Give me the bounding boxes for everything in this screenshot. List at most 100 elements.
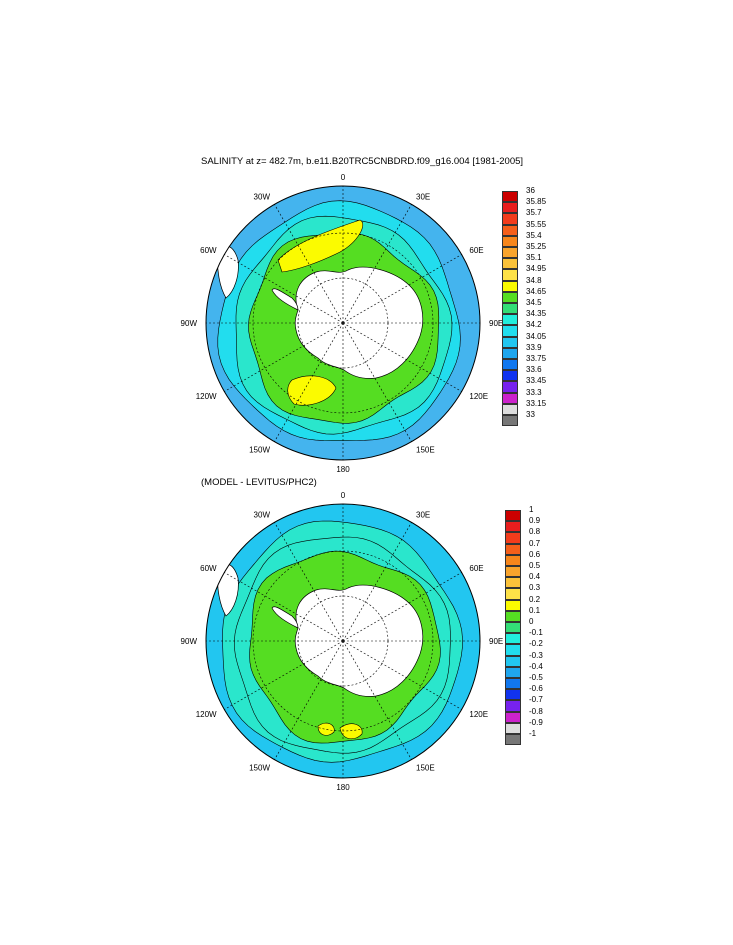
colorbar-swatch [502,347,518,359]
longitude-label: 60W [200,246,217,255]
difference-patch [339,723,363,740]
colorbar-label: 33.6 [526,365,542,375]
longitude-label: 90W [181,637,198,646]
colorbar-label: 33.45 [526,376,547,386]
colorbar-label: -0.7 [529,695,543,705]
colorbar-swatch [505,666,521,678]
antarctic-peninsula [271,606,299,629]
colorbar-label: 1 [529,505,534,514]
colorbar-swatch [502,224,518,236]
colorbar-swatch [505,566,521,578]
colorbar-label: 34.35 [526,309,547,319]
colorbar-label: -0.5 [529,673,543,682]
colorbar-swatch [502,235,518,247]
colorbar-label: 0.3 [529,583,541,593]
map-title-difference: (MODEL - LEVITUS/PHC2) [201,477,317,488]
colorbar-label: 36 [526,186,535,195]
colorbar-label: 34.8 [526,275,542,285]
colorbar-label: 34.95 [526,264,547,274]
longitude-label: 150E [416,445,435,454]
colorbar-swatch [502,202,518,214]
colorbar-swatch [505,700,521,712]
colorbar-swatch [502,336,518,348]
map-title-salinity: SALINITY at z= 482.7m, b.e11.B20TRC5CNBD… [201,156,524,167]
longitude-label: 120W [196,710,217,719]
colorbar-swatch [505,610,521,622]
colorbar-swatch [502,191,518,203]
colorbar-label: 33.15 [526,398,547,408]
colorbar-label: 0.6 [529,549,541,559]
colorbar-swatch [502,258,518,270]
polar-map-difference: 0 30E 60E 90E 120E 150E 180 150W 120W 90W 60W 30W [181,491,504,792]
colorbar-swatch [502,381,518,393]
colorbar-swatch [505,622,521,634]
colorbar-label: 35.1 [526,253,542,263]
longitude-label: 90E [489,637,503,646]
colorbar-label: 0.5 [529,561,541,570]
colorbar-label: 0.7 [529,538,541,548]
longitude-label: 150W [249,445,270,454]
longitude-label: 0 [341,173,346,182]
colorbar-label: -0.9 [529,717,543,727]
colorbar-label: 35.85 [526,197,547,207]
longitude-label: 120W [196,392,217,401]
longitude-label: 150E [416,763,435,772]
colorbar-swatch [502,247,518,259]
longitude-label: 30W [254,511,271,520]
colorbar-swatch [505,711,521,723]
longitude-label: 90W [181,319,198,328]
colorbar-swatch [505,644,521,656]
colorbar-label: -0.4 [529,661,543,671]
colorbar-swatch [505,521,521,533]
colorbar-swatch [505,577,521,589]
colorbar-label: 34.5 [526,298,542,307]
colorbar-label: -0.1 [529,628,543,638]
colorbar-label: 34.65 [526,286,547,296]
colorbar-swatch [505,655,521,667]
longitude-label: 120E [469,710,488,719]
longitude-label: 60E [469,246,483,255]
polar-map-salinity: 0 30E 60E 90E 120E 150E 180 150W 120W 90W 60W 30W [181,173,504,474]
colorbar-label: -0.3 [529,650,543,660]
colorbar-swatch [502,291,518,303]
longitude-label: 0 [341,491,346,500]
longitude-label: 30E [416,193,430,202]
colorbar-swatch [505,543,521,555]
colorbar-swatch [502,415,518,427]
colorbar-label: 0.1 [529,605,541,615]
colorbar-swatch [505,554,521,566]
colorbar-label: 35.7 [526,208,542,218]
colorbar-label: 33.75 [526,354,547,363]
difference-patch [317,722,335,736]
colorbar-swatch [502,269,518,281]
map-border [205,185,481,461]
colorbar-swatch [505,678,521,690]
colorbar-label: 35.55 [526,219,547,229]
colorbar-swatch [502,370,518,382]
longitude-label: 150W [249,763,270,772]
colorbar-label: 0.4 [529,572,541,582]
map-border [205,503,481,779]
colorbar-label: 0.9 [529,516,541,526]
colorbar-label: -0.2 [529,639,543,649]
colorbar-label: 33 [526,410,535,419]
colorbar-label: 0 [529,617,534,626]
new-zealand-landmass [431,434,453,448]
colorbar-swatch [502,314,518,326]
salinity-patch [287,375,337,406]
new-zealand-landmass [431,752,453,766]
colorbar-label: 34.05 [526,331,547,341]
colorbar-swatch [505,689,521,701]
longitude-label: 180 [336,783,350,792]
longitude-label: 90E [489,319,503,328]
colorbar-label: 35.4 [526,230,542,240]
colorbar-swatch [505,722,521,734]
colorbar-label: 0.8 [529,527,541,537]
graticule [206,186,480,460]
colorbar-label: 35.25 [526,242,547,251]
longitude-label: 30E [416,511,430,520]
colorbar-swatch [505,510,521,522]
colorbar-label: 33.9 [526,342,542,352]
colorbar-label: -0.8 [529,706,543,716]
colorbar-swatch [502,303,518,315]
